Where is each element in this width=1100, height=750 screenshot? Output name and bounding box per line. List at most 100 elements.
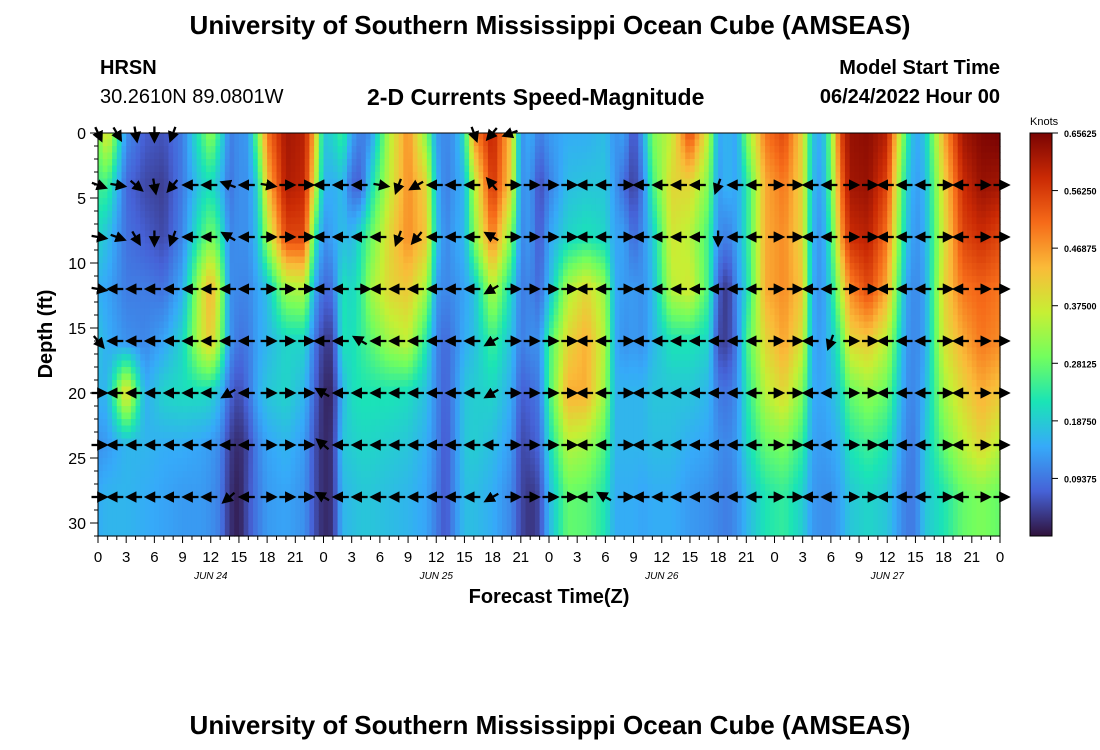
heatmap-cell (201, 451, 207, 459)
heatmap-cell (295, 412, 301, 420)
heatmap-cell (154, 445, 160, 453)
heatmap-cell (149, 321, 155, 329)
heatmap-cell (187, 458, 193, 466)
heatmap-cell (323, 406, 329, 414)
heatmap-cell (149, 250, 155, 258)
heatmap-cell (196, 159, 202, 167)
heatmap-cell (196, 529, 202, 537)
heatmap-cell (149, 256, 155, 264)
heatmap-cell (304, 295, 311, 303)
heatmap-cell (464, 263, 470, 271)
heatmap-cell (323, 380, 329, 388)
heatmap-cell (140, 432, 146, 440)
heatmap-cell (271, 373, 278, 381)
heatmap-cell (257, 211, 264, 219)
heatmap-cell (440, 191, 447, 199)
heatmap-cell (370, 204, 376, 212)
heatmap-cell (455, 159, 461, 167)
heatmap-cell (389, 204, 395, 212)
heatmap-cell (365, 159, 372, 167)
heatmap-cell (224, 250, 231, 258)
heatmap-cell (220, 412, 226, 420)
heatmap-cell (337, 146, 343, 154)
heatmap-cell (140, 464, 146, 472)
heatmap-cell (370, 269, 376, 277)
heatmap-cell (445, 354, 451, 362)
heatmap-cell (281, 464, 287, 472)
heatmap-cell (182, 165, 188, 173)
heatmap-cell (196, 334, 202, 342)
heatmap-cell (224, 412, 231, 420)
heatmap-cell (408, 516, 414, 524)
heatmap-cell (389, 529, 395, 537)
heatmap-cell (215, 503, 221, 511)
heatmap-cell (276, 393, 282, 401)
heatmap-cell (187, 263, 193, 271)
heatmap-cell (361, 399, 367, 407)
heatmap-cell (196, 250, 202, 258)
heatmap-cell (253, 165, 259, 173)
heatmap-cell (389, 471, 395, 479)
heatmap-cell (163, 256, 170, 264)
heatmap-cell (384, 152, 390, 160)
heatmap-cell (337, 523, 343, 531)
heatmap-cell (257, 471, 264, 479)
heatmap-cell (102, 146, 108, 154)
heatmap-cell (267, 477, 273, 485)
heatmap-cell (417, 159, 423, 167)
heatmap-cell (450, 471, 456, 479)
heatmap-cell (243, 308, 249, 316)
heatmap-cell (276, 516, 282, 524)
heatmap-cell (121, 276, 127, 284)
heatmap-cell (234, 237, 240, 245)
heatmap-cell (290, 211, 296, 219)
heatmap-cell (140, 328, 146, 336)
heatmap-cell (361, 133, 367, 141)
heatmap-cell (351, 302, 357, 310)
heatmap-cell (257, 399, 264, 407)
heatmap-cell (121, 263, 127, 271)
heatmap-cell (450, 224, 456, 232)
heatmap-cell (116, 276, 123, 284)
heatmap-cell (408, 250, 414, 258)
heatmap-cell (130, 406, 137, 414)
heatmap-cell (422, 269, 428, 277)
heatmap-cell (300, 146, 306, 154)
heatmap-cell (201, 367, 207, 375)
heatmap-cell (361, 360, 367, 368)
heatmap-cell (417, 347, 423, 355)
heatmap-cell (417, 373, 423, 381)
heatmap-cell (107, 159, 113, 167)
heatmap-cell (450, 380, 456, 388)
heatmap-cell (365, 276, 372, 284)
heatmap-cell (361, 230, 367, 238)
heatmap-cell (318, 380, 325, 388)
heatmap-cell (379, 139, 386, 147)
heatmap-cell (177, 451, 184, 459)
heatmap-cell (285, 133, 292, 141)
heatmap-cell (445, 165, 451, 173)
heatmap-cell (379, 295, 386, 303)
heatmap-cell (342, 334, 348, 342)
heatmap-cell (126, 191, 132, 199)
heatmap-cell (450, 133, 456, 141)
heatmap-cell (191, 386, 198, 394)
heatmap-cell (422, 425, 428, 433)
heatmap-cell (431, 165, 437, 173)
heatmap-cell (206, 464, 212, 472)
heatmap-cell (248, 347, 254, 355)
heatmap-cell (464, 367, 470, 375)
heatmap-cell (215, 425, 221, 433)
heatmap-cell (398, 399, 404, 407)
heatmap-cell (163, 406, 170, 414)
heatmap-cell (356, 159, 362, 167)
heatmap-cell (318, 451, 325, 459)
heatmap-cell (332, 243, 339, 251)
heatmap-cell (408, 373, 414, 381)
heatmap-cell (121, 289, 127, 297)
heatmap-cell (206, 503, 212, 511)
heatmap-cell (295, 315, 301, 323)
heatmap-cell (243, 406, 249, 414)
heatmap-cell (191, 399, 198, 407)
heatmap-cell (408, 321, 414, 329)
